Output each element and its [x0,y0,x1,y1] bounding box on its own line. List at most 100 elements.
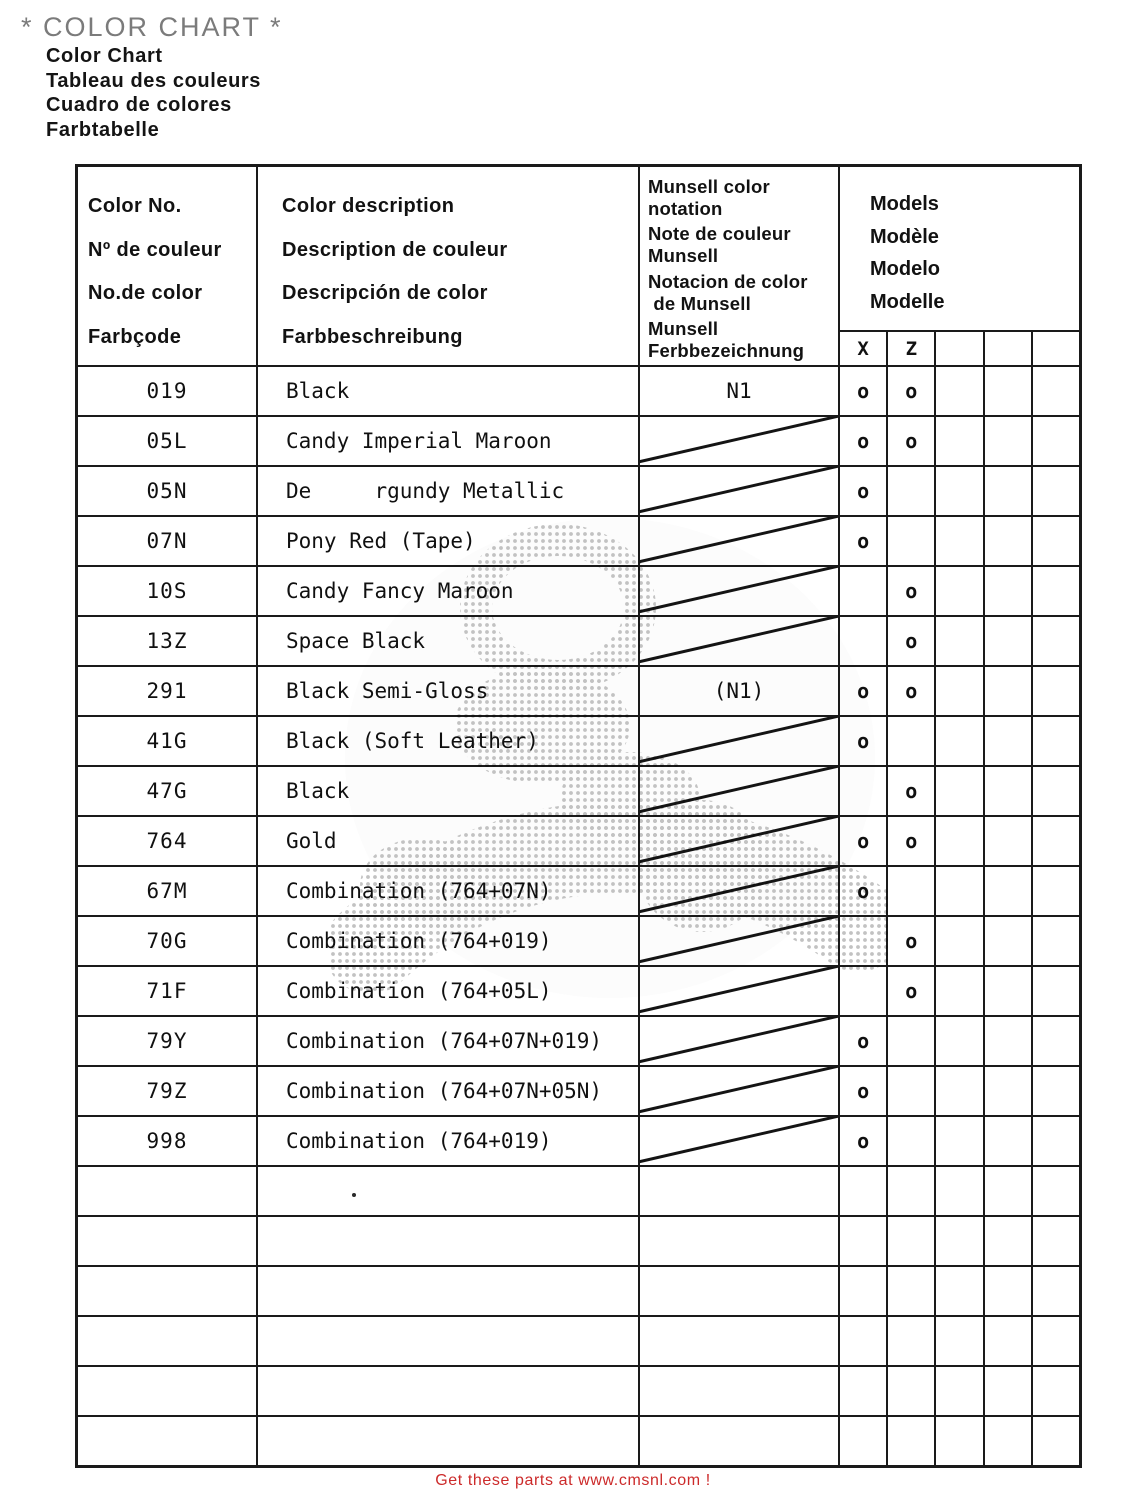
table-row: 71F Combination (764+05L) o [78,965,1079,1015]
color-no-cell [78,1367,258,1415]
color-no-cell: 71F [78,967,258,1015]
munsell-cell [640,917,840,965]
description-cell [258,1267,640,1315]
color-no-cell: 67M [78,867,258,915]
model-mark-cell: o [888,367,937,415]
munsell-cell [640,617,840,665]
model-mark-cell: o [840,1017,889,1065]
model-marks: o [840,1117,1079,1165]
description-cell: Candy Fancy Maroon [258,567,640,615]
model-mark-cell [840,1167,889,1215]
description-cell: De rgundy Metallic [258,467,640,515]
description-cell [258,1367,640,1415]
model-mark-cell [985,1017,1033,1065]
model-mark-cell [1033,1417,1079,1465]
model-mark-cell [985,1067,1033,1115]
header-munsell-group: Munsell Ferbbezeichnung [648,318,838,362]
munsell-cell [640,1267,840,1315]
model-mark-cell [840,617,889,665]
model-marks: o [840,1067,1079,1115]
model-marks: o [840,767,1079,815]
description-cell: Combination (764+07N) [258,867,640,915]
model-marks: o [840,967,1079,1015]
subtitle-line: Tableau des couleurs [46,69,262,92]
model-mark-cell: o [840,717,889,765]
model-mark-cell: o [888,767,937,815]
color-no-cell: 291 [78,667,258,715]
model-mark-cell [985,1117,1033,1165]
header-line: de Munsell [648,292,751,314]
color-no-cell: 47G [78,767,258,815]
model-mark-cell [1033,517,1079,565]
color-no-cell: 79Y [78,1017,258,1065]
model-mark-cell [888,1417,937,1465]
color-no-cell: 998 [78,1117,258,1165]
munsell-slash [640,867,838,914]
header-line: Note de couleur [648,223,791,245]
header-line: Notacion de color [648,270,808,292]
model-marks: o [840,567,1079,615]
description-cell: Gold [258,817,640,865]
model-mark-cell [985,1317,1033,1365]
model-mark-cell: o [888,917,937,965]
model-mark-cell [985,517,1033,565]
model-mark-cell [1033,1017,1079,1065]
model-column-header [1033,332,1079,365]
model-mark-cell [936,1317,985,1365]
header-munsell: Munsell color notation Note de couleur Muns… [640,167,840,365]
model-mark-cell [985,1367,1033,1415]
model-column-header: X [840,332,889,365]
scan-speck [352,1193,356,1197]
header-line: Ferbbezeichnung [648,339,805,361]
table-row: 998 Combination (764+019) o [78,1115,1079,1165]
munsell-slash [640,1117,838,1164]
model-mark-cell [840,967,889,1015]
color-no-cell: 41G [78,717,258,765]
model-marks [840,1217,1079,1265]
footer-link[interactable]: Get these parts at www.cmsnl.com ! [435,1472,711,1489]
header-line: Modelo [870,258,940,281]
model-mark-cell [1033,817,1079,865]
model-mark-cell [985,817,1033,865]
model-mark-cell [840,917,889,965]
munsell-slash [640,1067,838,1114]
model-mark-cell [936,867,985,915]
model-column-header [936,332,985,365]
color-no-cell [78,1217,258,1265]
model-marks [840,1417,1079,1465]
munsell-cell: N1 [640,367,840,415]
model-mark-cell [936,1067,985,1115]
model-marks: o [840,867,1079,915]
model-mark-cell [888,1317,937,1365]
model-mark-cell [985,717,1033,765]
model-mark-cell [1033,917,1079,965]
munsell-cell [640,1417,840,1465]
model-mark-cell [1033,667,1079,715]
model-mark-cell [985,417,1033,465]
table-row [78,1365,1079,1415]
model-mark-cell: o [840,367,889,415]
munsell-slash [640,1017,838,1064]
model-mark-cell [936,817,985,865]
color-chart-table: Color No. Nº de couleur No.de color Farbçod… [75,164,1082,1468]
header-line: No.de color [88,282,203,305]
munsell-cell [640,1067,840,1115]
table-row: 05N De rgundy Metallic o [78,465,1079,515]
model-mark-cell: o [888,617,937,665]
table-body: 019 Black N1 o o 05L Candy Imperial Maroon o o 05… [78,365,1079,1465]
model-mark-cell [1033,1317,1079,1365]
model-mark-cell [1033,1167,1079,1215]
header-line: Color No. [88,195,182,217]
model-mark-cell: o [840,417,889,465]
description-cell [258,1317,640,1365]
model-mark-cell [985,617,1033,665]
munsell-value: N1 [726,379,752,403]
model-mark-cell [936,717,985,765]
table-row: 79Z Combination (764+07N+05N) o [78,1065,1079,1115]
subtitle-line: Color Chart [46,45,163,67]
model-mark-cell [840,1217,889,1265]
munsell-slash [640,467,838,514]
munsell-cell: (N1) [640,667,840,715]
